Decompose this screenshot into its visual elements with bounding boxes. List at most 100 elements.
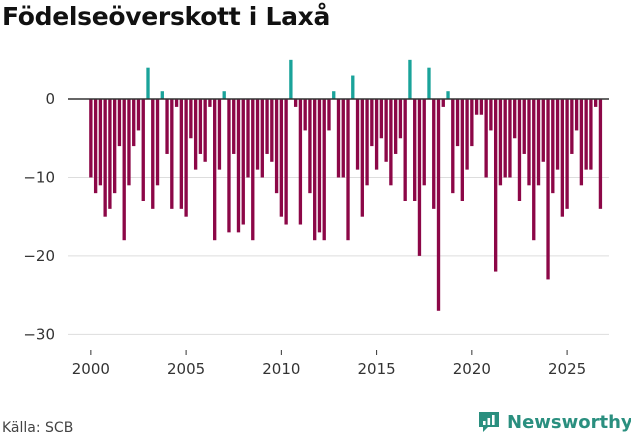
- y-tick-label: 0: [45, 90, 55, 108]
- bar: [503, 99, 507, 178]
- grid-lines: [68, 176, 609, 335]
- bar: [217, 99, 222, 170]
- bar: [222, 91, 226, 100]
- bar: [251, 99, 255, 241]
- bar: [174, 99, 179, 107]
- x-tick-label: 2000: [72, 360, 110, 378]
- bar: [303, 99, 307, 131]
- bar: [532, 99, 536, 241]
- bar: [374, 99, 379, 170]
- bars: [89, 59, 603, 311]
- bar: [513, 99, 517, 139]
- bar: [317, 99, 322, 233]
- bar: [574, 99, 579, 131]
- bar: [298, 99, 303, 225]
- bar: [546, 99, 550, 280]
- bar: [198, 99, 203, 154]
- bar: [417, 99, 422, 256]
- bar: [127, 99, 131, 186]
- bar: [265, 99, 269, 154]
- bar: [451, 99, 455, 194]
- bar: [436, 99, 441, 311]
- bar: [151, 99, 155, 209]
- bar: [408, 59, 412, 100]
- bar: [384, 99, 388, 162]
- bar: [479, 99, 484, 115]
- bar: [293, 99, 298, 107]
- bar: [470, 99, 474, 147]
- bar: [155, 99, 160, 186]
- bar: [246, 99, 250, 178]
- bar: [484, 99, 488, 178]
- bar: [113, 99, 117, 194]
- bar: [517, 99, 522, 201]
- bar: [579, 99, 584, 186]
- bar: [236, 99, 241, 233]
- bar: [308, 99, 312, 194]
- x-tick-label: 2005: [167, 360, 205, 378]
- bar: [117, 99, 122, 147]
- bar: [184, 99, 188, 217]
- bar: [565, 99, 569, 209]
- bar: [536, 99, 541, 186]
- y-tick-label: −20: [23, 247, 55, 265]
- bar: [141, 99, 145, 201]
- bar: [179, 99, 184, 209]
- bar: [508, 99, 512, 178]
- bar: [227, 99, 231, 233]
- bar: [355, 99, 360, 170]
- bar: [193, 99, 198, 170]
- bar: [255, 99, 260, 170]
- bar: [279, 99, 284, 217]
- bar: [493, 99, 498, 272]
- brand-name: Newsworthy: [507, 411, 631, 433]
- bar: [93, 99, 98, 194]
- bar: [593, 99, 598, 107]
- bar: [189, 99, 193, 139]
- bar: [413, 99, 417, 201]
- bar: [351, 75, 355, 100]
- bar: [260, 99, 264, 178]
- bar: [555, 99, 560, 170]
- newsworthy-logo-icon: [479, 412, 499, 432]
- bar: [441, 99, 445, 107]
- x-tick-label: 2020: [453, 360, 491, 378]
- bar: [341, 99, 345, 178]
- bar: [160, 91, 164, 100]
- bar: [460, 99, 464, 201]
- bar: [89, 99, 93, 178]
- bar: [474, 99, 479, 115]
- bar: [527, 99, 531, 186]
- bar: [465, 99, 469, 170]
- bar: [313, 99, 317, 241]
- bar: [570, 99, 574, 154]
- bar: [598, 99, 603, 209]
- bar: [122, 99, 126, 241]
- y-axis-ticks: 0 −10 −20 −30: [23, 90, 55, 343]
- x-axis-ticks: 2000 2005 2010 2015 2020 2025: [72, 350, 586, 378]
- bar: [522, 99, 526, 154]
- bar: [241, 99, 245, 225]
- bar: [284, 99, 288, 225]
- bar: [332, 91, 336, 100]
- bar: [165, 99, 169, 154]
- bar: [360, 99, 364, 217]
- bar: [146, 67, 150, 100]
- bar: [346, 99, 350, 241]
- chart-area: 0 −10 −20 −30 2000 2005 2010 2015 2020 2025: [23, 59, 609, 378]
- x-tick-label: 2010: [262, 360, 300, 378]
- bar: [393, 99, 398, 154]
- bar: [136, 99, 141, 131]
- bar: [213, 99, 217, 241]
- bar: [208, 99, 212, 107]
- bar: [422, 99, 426, 186]
- bar: [370, 99, 374, 147]
- bar: [327, 99, 331, 131]
- bar: [489, 99, 493, 131]
- bar: [498, 99, 503, 186]
- bar: [389, 99, 393, 186]
- bar: [98, 99, 103, 186]
- bar: [289, 59, 293, 100]
- bar: [103, 99, 107, 217]
- brand-logo[interactable]: Newsworthy: [476, 409, 631, 435]
